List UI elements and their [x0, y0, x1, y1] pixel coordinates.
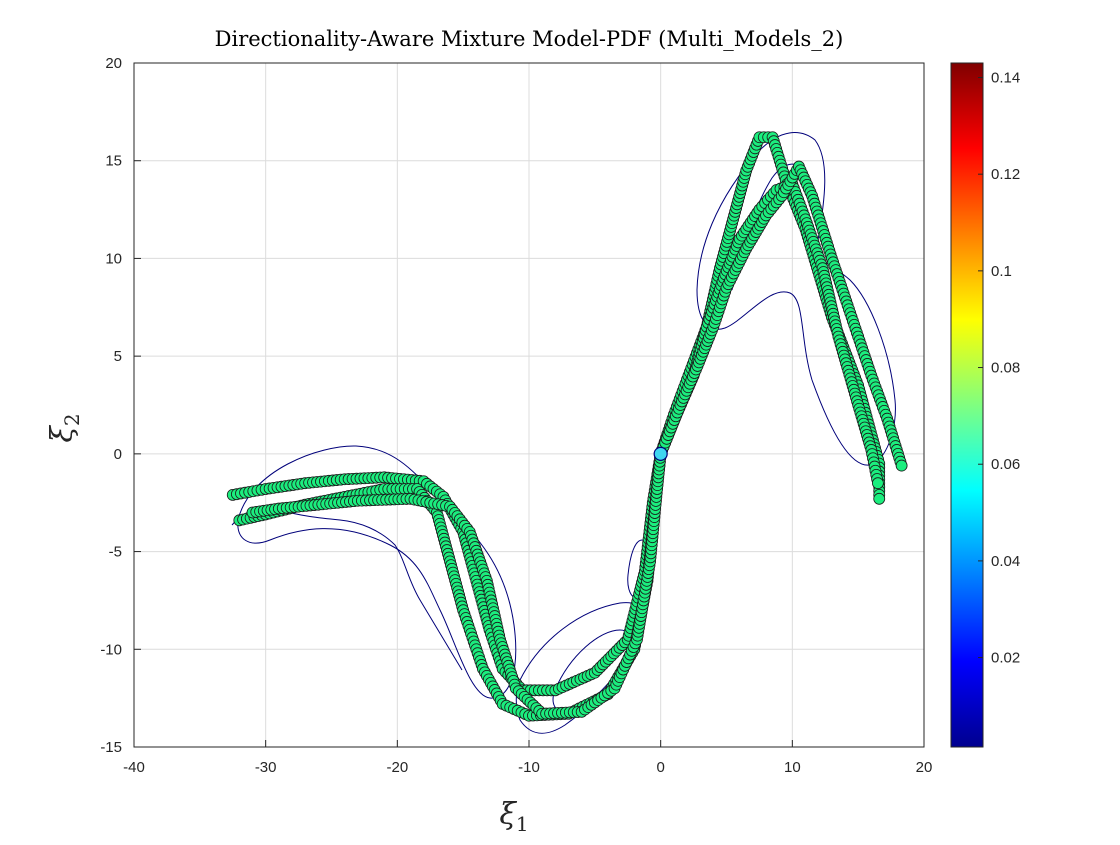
x-axis-ticks: -40 -30 -20 -10 0 10 20 — [123, 740, 932, 776]
colorbar-ticks: 0.02 0.04 0.06 0.08 0.1 0.12 0.14 — [978, 70, 1020, 667]
colorbar-tick-label: 0.06 — [991, 456, 1020, 473]
y-tick-label: 0 — [114, 446, 122, 463]
y-axis-ticks: -15 -10 -5 0 5 10 15 20 — [100, 55, 141, 756]
x-axis-label: ξ1 — [499, 797, 528, 836]
x-tick-label: 10 — [784, 759, 801, 776]
x-tick-label: -10 — [518, 759, 540, 776]
y-tick-label: 15 — [105, 153, 122, 170]
x-tick-label: 0 — [656, 759, 664, 776]
colorbar-tick-label: 0.08 — [991, 360, 1020, 377]
y-tick-label: 10 — [105, 250, 122, 267]
x-axis-label-base: ξ — [499, 797, 517, 832]
x-tick-label: -20 — [386, 759, 408, 776]
y-axis-label-base: ξ — [45, 425, 80, 443]
colorbar-tick-label: 0.04 — [991, 553, 1020, 570]
y-tick-label: 20 — [105, 55, 122, 72]
colorbar-tick-label: 0.02 — [991, 650, 1020, 667]
y-tick-label: -15 — [100, 739, 122, 756]
y-tick-label: 5 — [114, 348, 122, 365]
colorbar-tick-label: 0.1 — [991, 263, 1012, 280]
trajectory-markers — [226, 131, 908, 722]
x-tick-label: -40 — [123, 759, 145, 776]
colorbar — [950, 62, 984, 748]
y-tick-label: -5 — [109, 544, 122, 561]
trajectory-marker — [873, 492, 886, 505]
y-axis-label: ξ2 — [45, 413, 84, 442]
colorbar-tick-label: 0.14 — [991, 70, 1020, 87]
x-axis-label-sub: 1 — [516, 812, 529, 836]
chart-title: Directionality-Aware Mixture Model-PDF (… — [215, 27, 844, 51]
colorbar-tick-label: 0.12 — [991, 166, 1020, 183]
y-tick-label: -10 — [100, 641, 122, 658]
x-tick-label: -30 — [255, 759, 277, 776]
contour-right-peak — [696, 132, 896, 466]
trajectory-marker — [872, 477, 884, 490]
trajectory-marker — [895, 459, 908, 472]
target-marker — [653, 446, 668, 461]
y-axis-label-sub: 2 — [60, 413, 84, 426]
x-tick-label: 20 — [916, 759, 933, 776]
